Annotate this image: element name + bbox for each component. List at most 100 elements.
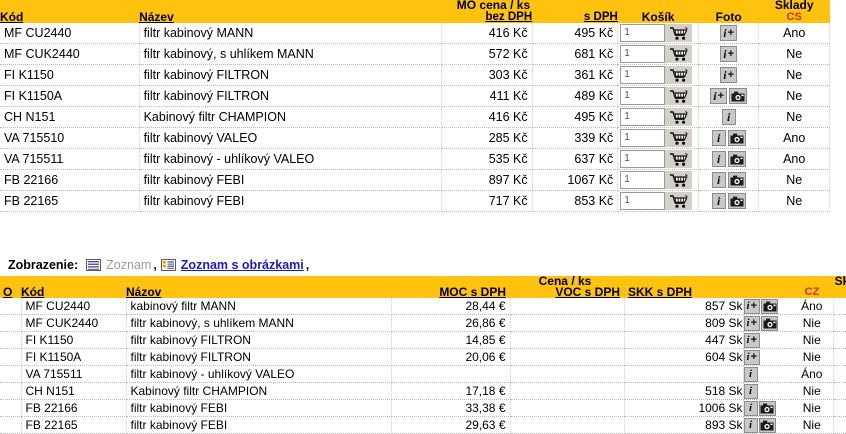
info-button[interactable]: i — [721, 109, 736, 125]
info-button[interactable]: i + — [720, 46, 738, 62]
info-button[interactable]: i — [743, 383, 758, 399]
cart-widget[interactable] — [620, 150, 693, 168]
info-button[interactable]: i — [711, 193, 726, 209]
cart-widget[interactable] — [620, 192, 693, 210]
add-to-cart-button[interactable] — [664, 108, 693, 126]
cart-widget[interactable] — [620, 24, 693, 42]
row-actions: i + — [743, 298, 792, 314]
add-to-cart-button[interactable] — [664, 24, 693, 42]
cell-order[interactable] — [0, 399, 22, 417]
info-button[interactable]: i — [711, 130, 726, 146]
photo-button[interactable] — [758, 400, 776, 416]
cell-order[interactable] — [0, 416, 22, 434]
quantity-input[interactable] — [621, 25, 665, 41]
cart-widget[interactable] — [620, 108, 693, 126]
view-option-list-with-images[interactable]: Zoznam s obrázkami — [180, 258, 304, 272]
th-price-incl[interactable]: s DPH — [532, 0, 618, 23]
photo-button[interactable] — [729, 88, 748, 104]
quantity-input[interactable] — [621, 109, 665, 125]
cell-moc: 28,44 € — [391, 298, 511, 315]
photo-button[interactable] — [727, 151, 746, 167]
cell-order[interactable] — [0, 365, 22, 383]
top-table-body: MF CU2440 filtr kabinový MANN 416 Kč 495 Kč… — [0, 23, 830, 212]
info-button[interactable]: i — [743, 400, 758, 416]
cell-bot-code: FI K1150A — [21, 348, 127, 366]
info-button[interactable]: i + — [743, 349, 760, 365]
table-row: CH N151 Kabinový filtr CHAMPION 17,18 € 51… — [0, 382, 846, 400]
add-to-cart-button[interactable] — [664, 192, 693, 210]
th-voc[interactable]: Cena / ks VOC s DPH — [510, 275, 624, 298]
cart-widget[interactable] — [620, 87, 693, 105]
add-to-cart-button[interactable] — [664, 66, 693, 84]
info-button[interactable]: i + — [743, 315, 760, 331]
photo-actions: i + — [703, 44, 754, 64]
info-button[interactable]: i + — [720, 25, 738, 41]
th-moc[interactable]: MOC s DPH — [391, 276, 510, 298]
cell-price-incl-vat: 1067 Kč — [532, 169, 619, 191]
th-bot-code[interactable]: Kód — [21, 276, 126, 298]
cell-order[interactable] — [0, 382, 22, 400]
cell-photo: i + — [698, 23, 760, 44]
info-button[interactable]: i + — [720, 67, 738, 83]
view-separator-1: , — [153, 258, 157, 272]
cell-bot-name: filtr kabinový FILTRON — [126, 331, 392, 349]
list-with-images-icon — [160, 259, 176, 271]
add-to-cart-button[interactable] — [664, 87, 693, 105]
cart-widget[interactable] — [620, 171, 693, 189]
cell-order[interactable] — [0, 348, 22, 366]
cart-widget[interactable] — [620, 66, 693, 84]
th-price-excl[interactable]: MO cena / ks bez DPH — [441, 0, 533, 23]
cell-stock-tn: Nie — [833, 314, 846, 332]
cell-photo: i — [698, 190, 760, 212]
quantity-input[interactable] — [621, 193, 665, 209]
photo-button[interactable] — [727, 193, 746, 209]
add-to-cart-button[interactable] — [664, 171, 693, 189]
quantity-input[interactable] — [621, 88, 665, 104]
photo-button[interactable] — [758, 417, 776, 433]
bottom-products-table: O Kód Názov MOC s DPH — [0, 275, 846, 434]
photo-button[interactable] — [761, 298, 778, 314]
quantity-input[interactable] — [621, 130, 665, 146]
cart-widget[interactable] — [620, 45, 693, 63]
cell-moc: 33,38 € — [391, 399, 511, 417]
table-row: FB 22166 filtr kabinový FEBI 33,38 € 1006 … — [0, 399, 846, 417]
cart-widget[interactable] — [620, 129, 693, 147]
cell-photo: i — [698, 106, 760, 128]
photo-actions: i + — [703, 86, 754, 106]
th-bot-name[interactable]: Názov — [126, 276, 391, 298]
th-code[interactable]: Kód — [0, 0, 140, 24]
info-button[interactable]: i — [743, 366, 758, 382]
info-button[interactable]: i — [711, 172, 726, 188]
cell-order[interactable] — [0, 298, 22, 315]
th-price-group-label: MO cena / ks — [456, 0, 531, 12]
info-button[interactable]: i — [711, 151, 726, 167]
photo-button[interactable] — [761, 315, 778, 331]
cell-bot-name: filtr kabinový FEBI — [126, 399, 392, 417]
cell-order[interactable] — [0, 314, 22, 332]
cell-order[interactable] — [0, 331, 22, 349]
photo-button[interactable] — [727, 130, 746, 146]
th-skk[interactable]: SKK s DPH — [624, 276, 743, 298]
info-button[interactable]: i + — [743, 332, 760, 348]
th-order[interactable]: O — [0, 276, 21, 298]
cell-bot-icons: i — [743, 365, 791, 383]
cell-name: filtr kabinový - uhlíkový VALEO — [139, 148, 442, 170]
th-code-label: Kód — [0, 10, 24, 24]
view-option-list[interactable]: Zoznam — [106, 258, 152, 272]
quantity-input[interactable] — [621, 151, 665, 167]
cell-code: FI K1150 — [0, 64, 140, 86]
add-to-cart-button[interactable] — [664, 45, 693, 63]
info-button[interactable]: i + — [743, 298, 760, 314]
add-to-cart-button[interactable] — [664, 129, 693, 147]
cell-stock-cs: Ano — [758, 148, 830, 170]
quantity-input[interactable] — [621, 172, 665, 188]
photo-button[interactable] — [727, 172, 746, 188]
cell-stock-cz: Áno — [791, 298, 834, 315]
table-row: FB 22165 filtr kabinový FEBI 29,63 € 893 S… — [0, 416, 846, 434]
info-button[interactable]: i — [743, 417, 758, 433]
quantity-input[interactable] — [621, 67, 665, 83]
quantity-input[interactable] — [621, 46, 665, 62]
add-to-cart-button[interactable] — [664, 150, 693, 168]
info-button[interactable]: i + — [710, 88, 728, 104]
th-name[interactable]: Název — [139, 0, 442, 23]
